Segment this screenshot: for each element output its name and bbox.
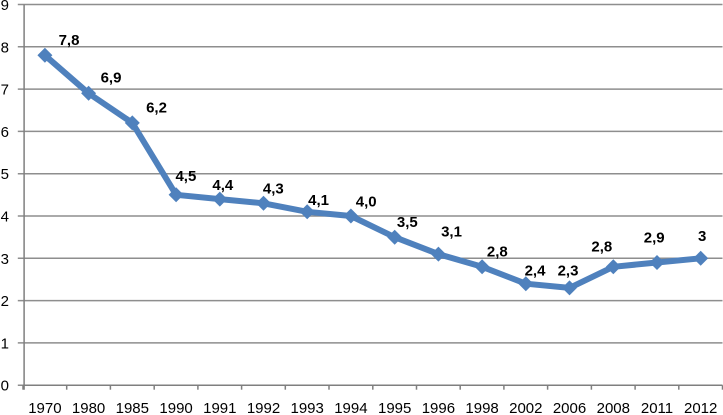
svg-text:2011: 2011 [641, 400, 673, 415]
svg-text:4: 4 [1, 209, 9, 226]
svg-text:1970: 1970 [28, 400, 61, 415]
svg-text:2,8: 2,8 [591, 239, 612, 256]
svg-text:2002: 2002 [509, 400, 542, 415]
svg-text:9: 9 [1, 0, 9, 14]
svg-text:5: 5 [1, 166, 9, 183]
svg-text:2,4: 2,4 [525, 263, 547, 280]
svg-text:2008: 2008 [597, 400, 630, 415]
svg-text:1993: 1993 [291, 400, 324, 415]
svg-text:3,1: 3,1 [441, 224, 462, 241]
svg-text:3,5: 3,5 [397, 214, 418, 231]
svg-text:3: 3 [1, 251, 9, 268]
svg-text:1992: 1992 [247, 400, 280, 415]
svg-text:6,2: 6,2 [146, 100, 167, 117]
svg-text:7: 7 [1, 82, 9, 99]
svg-text:7,8: 7,8 [59, 32, 80, 49]
svg-text:1991: 1991 [203, 400, 236, 415]
svg-text:4,4: 4,4 [212, 177, 234, 194]
svg-text:1980: 1980 [72, 400, 105, 415]
svg-text:1994: 1994 [334, 400, 367, 415]
svg-text:8: 8 [1, 39, 9, 56]
svg-text:4,5: 4,5 [175, 168, 196, 185]
svg-text:0: 0 [1, 378, 9, 395]
svg-text:6: 6 [1, 124, 9, 141]
svg-text:6,9: 6,9 [101, 69, 122, 86]
svg-text:2,8: 2,8 [487, 243, 508, 260]
svg-text:2,9: 2,9 [644, 230, 665, 247]
svg-text:2,3: 2,3 [558, 263, 579, 280]
svg-text:1995: 1995 [378, 400, 411, 415]
svg-text:2012: 2012 [684, 400, 717, 415]
svg-text:1998: 1998 [465, 400, 498, 415]
svg-text:1: 1 [1, 335, 9, 352]
svg-text:4,3: 4,3 [263, 180, 284, 197]
svg-text:3: 3 [698, 228, 706, 245]
svg-text:2006: 2006 [553, 400, 586, 415]
svg-text:4,0: 4,0 [356, 193, 377, 210]
svg-text:1996: 1996 [422, 400, 455, 415]
svg-text:1985: 1985 [116, 400, 149, 415]
svg-text:1990: 1990 [159, 400, 192, 415]
svg-text:2: 2 [1, 293, 9, 310]
svg-text:4,1: 4,1 [308, 192, 329, 209]
